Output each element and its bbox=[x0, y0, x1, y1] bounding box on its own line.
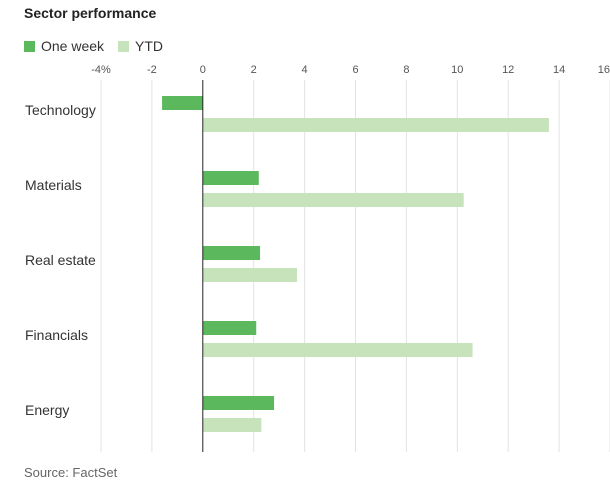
bar-ytd bbox=[202, 268, 297, 282]
x-tick-label: 6 bbox=[352, 64, 358, 76]
x-tick-label: 8 bbox=[403, 64, 409, 76]
legend-label-ytd: YTD bbox=[135, 38, 164, 54]
legend-swatch-one-week bbox=[24, 40, 35, 52]
x-axis-tick-labels: -4% -2 0 2 4 6 8 10 12 14 16 bbox=[91, 64, 610, 76]
legend-label-one-week: One week bbox=[41, 38, 105, 54]
x-tick-label: 2 bbox=[251, 64, 257, 76]
bar-one-week bbox=[202, 171, 259, 185]
x-tick-label: 16 bbox=[598, 64, 610, 76]
x-tick-label: 12 bbox=[502, 64, 514, 76]
bar-ytd bbox=[202, 193, 464, 207]
source-note: Source: FactSet bbox=[24, 465, 118, 480]
category-labels: Technology Materials Real estate Financials… bbox=[25, 102, 96, 418]
chart-title: Sector performance bbox=[24, 5, 157, 21]
bar-ytd bbox=[202, 343, 473, 357]
x-tick-label: 0 bbox=[200, 64, 206, 76]
bar-ytd bbox=[202, 418, 262, 432]
x-tick-label: 10 bbox=[451, 64, 463, 76]
category-label: Energy bbox=[25, 402, 69, 418]
bar-ytd bbox=[202, 118, 549, 132]
category-label: Real estate bbox=[25, 252, 96, 268]
x-tick-label: 14 bbox=[553, 64, 565, 76]
bar-one-week bbox=[202, 321, 257, 335]
chart-legend: One week YTD bbox=[24, 37, 177, 55]
category-label: Materials bbox=[25, 177, 82, 193]
x-tick-label: 4 bbox=[302, 64, 308, 76]
category-label: Financials bbox=[25, 327, 88, 343]
bar-one-week bbox=[202, 246, 261, 260]
legend-item-ytd: YTD bbox=[118, 38, 163, 54]
grid-lines bbox=[100, 80, 610, 452]
bars bbox=[162, 96, 549, 432]
x-tick-label: -2 bbox=[147, 64, 157, 76]
legend-item-one-week: One week bbox=[24, 38, 104, 54]
bar-one-week bbox=[202, 396, 275, 410]
x-tick-label: -4% bbox=[91, 64, 111, 76]
legend-swatch-ytd bbox=[118, 40, 130, 52]
bar-one-week bbox=[162, 96, 203, 110]
category-label: Technology bbox=[25, 102, 96, 118]
